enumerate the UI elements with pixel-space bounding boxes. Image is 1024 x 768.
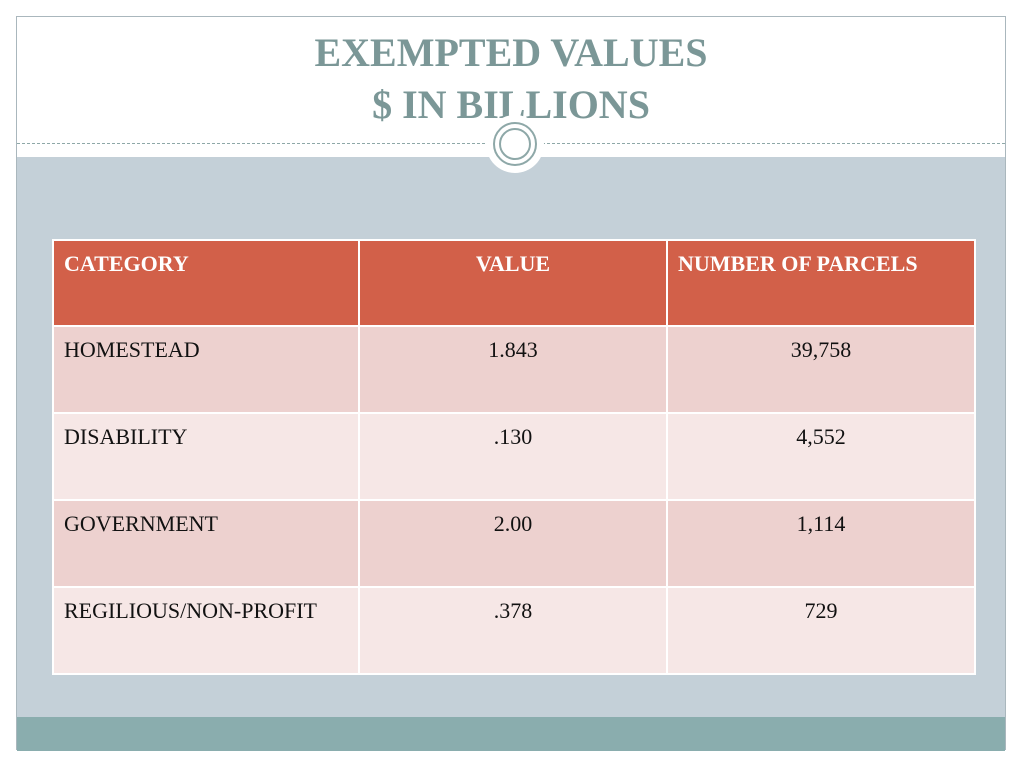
cell-value: .130: [358, 412, 668, 501]
circle-ornament-icon: [486, 115, 544, 173]
cell-category: HOMESTEAD: [52, 325, 360, 414]
cell-parcels: 1,114: [666, 499, 976, 588]
header-value: VALUE: [358, 239, 668, 327]
table-row: REGILIOUS/NON-PROFIT .378 729: [52, 586, 976, 675]
cell-parcels: 4,552: [666, 412, 976, 501]
header-number-of-parcels: NUMBER OF PARCELS: [666, 239, 976, 327]
table-row: GOVERNMENT 2.00 1,114: [52, 499, 976, 588]
cell-category: REGILIOUS/NON-PROFIT: [52, 586, 360, 675]
cell-category: DISABILITY: [52, 412, 360, 501]
exemptions-table: CATEGORY VALUE NUMBER OF PARCELS HOMESTE…: [52, 239, 976, 675]
header-category: CATEGORY: [52, 239, 360, 327]
cell-value: 1.843: [358, 325, 668, 414]
slide-title: EXEMPTED VALUES $ IN BILLIONS: [17, 17, 1005, 131]
ornament-ring: [493, 122, 537, 166]
cell-category: GOVERNMENT: [52, 499, 360, 588]
cell-parcels: 729: [666, 586, 976, 675]
footer-bar: [17, 717, 1005, 751]
table-header-row: CATEGORY VALUE NUMBER OF PARCELS: [52, 239, 976, 327]
cell-parcels: 39,758: [666, 325, 976, 414]
title-area: EXEMPTED VALUES $ IN BILLIONS: [17, 17, 1005, 143]
table-row: HOMESTEAD 1.843 39,758: [52, 325, 976, 414]
title-line-1: EXEMPTED VALUES: [314, 30, 708, 75]
ornament-inner-ring: [499, 128, 531, 160]
table-row: DISABILITY .130 4,552: [52, 412, 976, 501]
cell-value: 2.00: [358, 499, 668, 588]
cell-value: .378: [358, 586, 668, 675]
slide-frame: EXEMPTED VALUES $ IN BILLIONS CATEGORY V…: [16, 16, 1006, 751]
